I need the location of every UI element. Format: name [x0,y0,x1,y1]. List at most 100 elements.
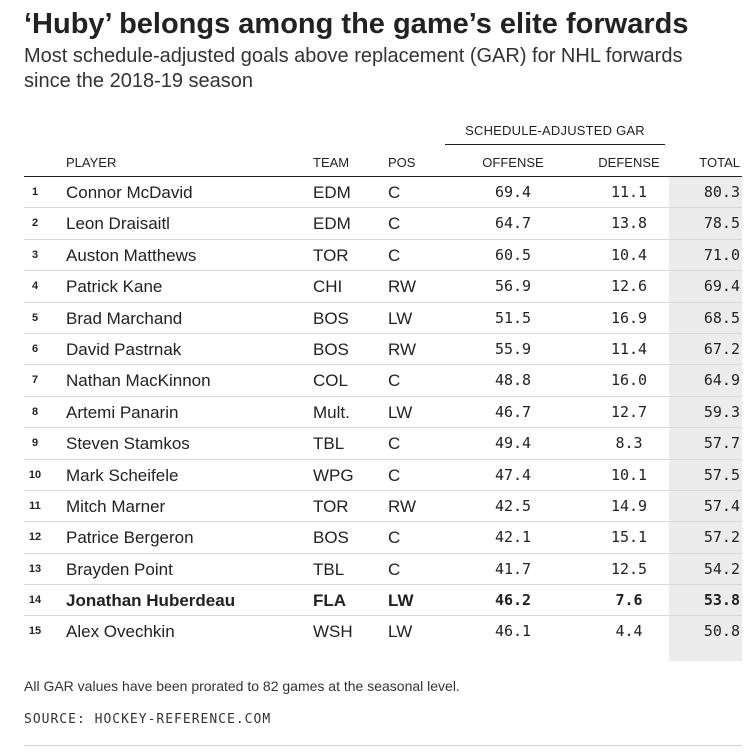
table-row: 6 David Pastrnak BOS RW 55.9 11.4 67.2 [24,334,742,366]
bottom-divider [24,745,742,746]
rank-cell: 3 [31,248,39,261]
player-name: Alex Ovechkin [66,622,175,642]
player-name: Connor McDavid [66,183,193,202]
chart-subtitle: Most schedule-adjusted goals above repla… [24,45,683,92]
offense-value: 46.1 [494,622,532,641]
offense-value: 47.4 [494,465,532,484]
total-value: 67.2 [703,339,740,358]
team-cell: TOR [313,245,349,265]
table-row: 7 Nathan MacKinnon COL C 48.8 16.0 64.9 [24,365,742,397]
defense-value: 4.4 [615,622,643,641]
defense-value: 10.1 [610,465,648,484]
rank-cell: 6 [31,342,39,355]
table-row: 15 Alex Ovechkin WSH LW 46.1 4.4 50.8 [24,616,742,647]
defense-value: 15.1 [610,528,648,547]
offense-value: 56.9 [494,277,532,296]
position-cell: LW [388,591,414,611]
team-cell: BOS [313,308,349,328]
defense-value: 16.9 [610,308,648,327]
table-row: 12 Patrice Bergeron BOS C 42.1 15.1 57.2 [24,522,742,554]
column-header-total: TOTAL [699,155,740,170]
offense-value: 64.7 [494,214,532,233]
team-cell: COL [313,371,348,391]
footnote: All GAR values have been prorated to 82 … [24,678,460,694]
total-value: 54.2 [703,559,740,578]
rank-cell: 14 [28,594,42,607]
player-name: Mitch Marner [66,496,166,516]
rank-cell: 8 [31,405,39,418]
table-row: 11 Mitch Marner TOR RW 42.5 14.9 57.4 [24,491,742,523]
rank-cell: 4 [31,280,39,293]
rank-cell: 11 [29,499,41,512]
rank-cell: 9 [31,437,39,450]
position-cell: C [388,371,401,391]
team-cell: WPG [313,465,354,485]
defense-value: 16.0 [610,371,648,390]
total-column-shading [669,176,742,661]
team-cell: BOS [313,339,349,359]
team-cell: TBL [313,434,345,454]
player-name: Auston Matthews [66,245,197,265]
position-cell: RW [388,496,417,516]
offense-value: 48.8 [494,371,532,390]
table-row: 13 Brayden Point TBL C 41.7 12.5 54.2 [24,554,742,586]
defense-value: 11.4 [610,339,648,358]
offense-value: 49.4 [494,434,532,453]
column-header-row: PLAYER TEAM POS OFFENSE DEFENSE TOTAL [24,150,742,177]
column-header-pos: POS [388,155,416,170]
total-value: 71.0 [703,245,740,264]
offense-value: 41.7 [494,559,532,578]
position-cell: C [388,183,401,202]
offense-value: 42.1 [494,528,532,547]
position-cell: RW [388,277,417,297]
defense-value: 7.6 [615,591,643,610]
player-name: Patrick Kane [66,277,163,297]
table-body: 1 Connor McDavid EDM C 69.4 11.1 80.3 2 Leon Dra… [24,177,742,648]
position-cell: C [388,528,401,548]
team-cell: TBL [313,559,345,579]
team-cell: WSH [313,622,353,642]
position-cell: C [388,214,401,234]
defense-value: 13.8 [610,214,648,233]
rank-cell: 10 [28,468,42,481]
player-name: Steven Stamkos [66,434,190,454]
column-header-player: PLAYER [66,155,117,170]
player-name: Brayden Point [66,559,173,579]
position-cell: RW [388,339,417,359]
team-cell: EDM [313,183,351,202]
position-cell: C [388,559,401,579]
table-row: 4 Patrick Kane CHI RW 56.9 12.6 69.4 [24,271,742,303]
table-row: 5 Brad Marchand BOS LW 51.5 16.9 68.5 [24,303,742,334]
player-name: Jonathan Huberdeau [66,591,236,611]
player-name: Patrice Bergeron [66,528,194,548]
defense-value: 14.9 [610,496,648,515]
total-value: 50.8 [703,622,740,641]
player-name: Brad Marchand [66,308,183,328]
total-value: 80.3 [703,183,740,201]
total-value: 69.4 [703,277,740,296]
column-header-team: TEAM [313,155,350,170]
position-cell: LW [388,402,413,422]
position-cell: C [388,465,401,485]
team-cell: FLA [313,591,347,611]
table-row: 14 Jonathan Huberdeau FLA LW 46.2 7.6 53.8 [24,585,742,617]
offense-value: 46.2 [494,591,532,610]
offense-value: 55.9 [494,339,532,358]
chart-title: ‘Huby’ belongs among the game’s elite fo… [24,8,689,40]
table-row: 8 Artemi Panarin Mult. LW 46.7 12.7 59.3 [24,397,742,429]
schedule-adjusted-gar-header: SCHEDULE-ADJUSTED GAR [445,118,665,145]
position-cell: C [388,245,401,265]
team-cell: EDM [313,214,351,234]
total-value: 57.7 [703,434,740,453]
offense-value: 51.5 [494,308,532,327]
position-cell: LW [388,308,413,328]
player-name: David Pastrnak [66,339,182,359]
table-row: 2 Leon Draisaitl EDM C 64.7 13.8 78.5 [24,208,742,240]
total-value: 68.5 [703,308,740,327]
team-cell: CHI [313,277,343,297]
defense-value: 11.1 [610,183,648,201]
total-value: 57.5 [703,465,740,484]
total-value: 59.3 [703,402,740,421]
defense-value: 12.5 [610,559,648,578]
player-name: Nathan MacKinnon [66,371,211,391]
